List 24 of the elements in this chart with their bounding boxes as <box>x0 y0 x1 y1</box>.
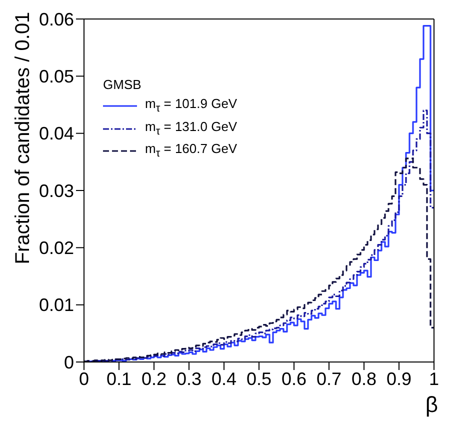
x-tick-label: 0.7 <box>316 368 342 389</box>
y-tick-label: 0.04 <box>38 124 74 144</box>
legend-label: m$_{τ}$ = 160.7 GeV <box>145 140 238 162</box>
y-tick-label: 0.06 <box>38 9 74 30</box>
x-tick-label: 0.1 <box>106 368 132 389</box>
x-axis-title: β <box>425 392 438 417</box>
x-tick-label: 0.6 <box>281 368 307 389</box>
x-tick-label: 0.4 <box>211 368 237 389</box>
x-tick-label: 0 <box>78 368 90 389</box>
y-tick-label: 0.02 <box>38 238 74 258</box>
x-tick-label: 0.9 <box>386 368 412 389</box>
legend-label: m$_{τ}$ = 131.0 GeV <box>145 118 238 140</box>
legend-title: GMSB <box>103 76 142 93</box>
y-tick-label: 0.03 <box>38 180 74 201</box>
y-axis-title: Fraction of candidates / 0.01 <box>12 12 34 264</box>
y-tick-label: 0.05 <box>38 66 74 87</box>
legend-label: m$_{τ}$ = 101.9 GeV <box>145 95 238 117</box>
y-tick-label: 0.01 <box>38 295 74 316</box>
x-tick-label: 0.8 <box>351 368 377 389</box>
y-tick-label: 0 <box>64 352 74 372</box>
x-tick-label: 0.5 <box>246 368 272 389</box>
x-tick-label: 1 <box>428 368 440 389</box>
x-tick-label: 0.3 <box>176 368 202 389</box>
x-tick-label: 0.2 <box>141 368 167 389</box>
